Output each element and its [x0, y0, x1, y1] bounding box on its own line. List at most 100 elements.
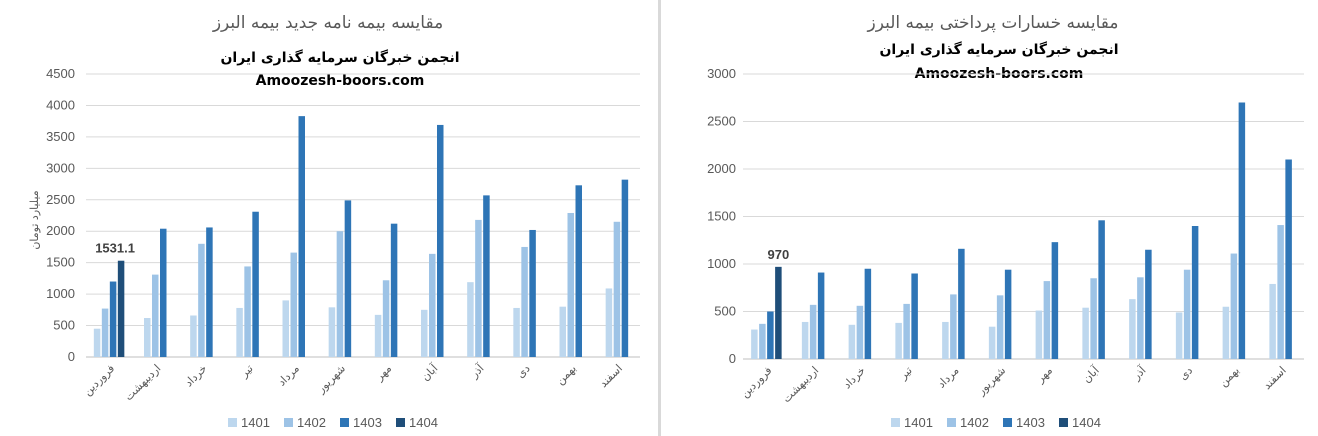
- legend-label: 1402: [960, 415, 989, 430]
- x-category-label: مرداد: [275, 362, 302, 389]
- bar-1401: [801, 321, 809, 359]
- bar-1403: [437, 124, 444, 357]
- bar-1402: [809, 304, 817, 359]
- x-category-label: شهریور: [974, 364, 1008, 398]
- bar-1401: [1269, 283, 1276, 359]
- bar-1401: [895, 322, 902, 359]
- x-category-label: تیر: [896, 364, 915, 383]
- x-category-label: آذر: [1128, 363, 1149, 384]
- legend: 1401 1402 1403 1404: [891, 415, 1101, 430]
- bar-1403: [390, 223, 398, 357]
- bar-1403: [206, 227, 213, 357]
- bar-1402: [521, 246, 528, 357]
- y-tick-label: 3500: [46, 129, 75, 144]
- chart-svg-claims-paid: مقایسه خسارات پرداختی بیمه البرز انجمن خ…: [707, 13, 1304, 430]
- data-labels: 1531.1: [95, 241, 135, 256]
- x-category-label: بهمن: [554, 362, 579, 387]
- bar-1403: [817, 272, 825, 359]
- bar-1402: [856, 305, 864, 359]
- bar-1403: [1145, 249, 1152, 359]
- x-category-label: فروردین: [81, 362, 117, 398]
- bar-1404: [117, 260, 125, 357]
- legend-label: 1402: [297, 415, 326, 430]
- bar-1403: [1004, 269, 1012, 359]
- bar-1402: [903, 303, 910, 359]
- chart-subtitle: انجمن خبرگان سرمایه گذاری ایران: [879, 41, 1118, 58]
- chart-panel-new-policies: مقایسه بیمه نامه جدید بیمه البرز انجمن خ…: [0, 0, 658, 436]
- y-tick-label: 2500: [707, 114, 736, 129]
- bar-1403: [958, 248, 965, 359]
- bar-1402: [1137, 277, 1144, 359]
- y-tick-label: 3000: [46, 160, 75, 175]
- chart-subtitle: انجمن خبرگان سرمایه گذاری ایران: [220, 49, 459, 66]
- data-label: 1531.1: [95, 241, 135, 256]
- legend-label: 1404: [1072, 415, 1101, 430]
- y-tick-label: 500: [714, 304, 736, 319]
- bar-1401: [1082, 307, 1089, 359]
- chart-svg-new-policies: مقایسه بیمه نامه جدید بیمه البرز انجمن خ…: [28, 13, 640, 430]
- bar-1403: [1098, 220, 1105, 359]
- bar-1402: [950, 294, 957, 359]
- bar-1403: [1238, 102, 1246, 359]
- bar-1402: [759, 323, 766, 359]
- bar-1402: [336, 231, 344, 357]
- chart-panel-claims-paid: مقایسه خسارات پرداختی بیمه البرز انجمن خ…: [661, 0, 1318, 436]
- legend-label: 1401: [904, 415, 933, 430]
- x-category-label: اسفند: [1261, 364, 1289, 392]
- bar-1402: [475, 219, 482, 357]
- bar-1402: [198, 243, 205, 357]
- bar-1401: [559, 306, 566, 357]
- y-tick-label: 2000: [707, 161, 736, 176]
- y-tick-label: 4500: [46, 66, 75, 81]
- bar-1403: [298, 116, 305, 357]
- bar-1402: [567, 212, 574, 357]
- x-category-label: مهر: [1033, 364, 1055, 386]
- legend-label: 1403: [353, 415, 382, 430]
- bars: [751, 102, 1292, 359]
- bar-1401: [1035, 310, 1043, 359]
- x-category-label: مرداد: [935, 364, 962, 391]
- bar-1401: [848, 324, 856, 359]
- bar-1401: [605, 288, 613, 357]
- y-tick-label: 2000: [46, 223, 75, 238]
- bar-1401: [144, 318, 151, 357]
- bar-1403: [344, 200, 352, 357]
- x-category-label: اردیبهشت: [122, 362, 163, 403]
- x-category-label: بهمن: [1217, 364, 1242, 389]
- bar-1402: [290, 252, 297, 357]
- bar-1403: [911, 273, 918, 359]
- bar-1401: [282, 300, 289, 357]
- bar-1402: [613, 221, 621, 357]
- x-category-label: خرداد: [182, 362, 209, 389]
- y-tick-label: 0: [68, 349, 75, 364]
- legend-swatch-1402: [284, 418, 293, 427]
- x-category-label: آذر: [467, 361, 488, 382]
- bar-1401: [988, 326, 996, 359]
- y-tick-label: 1000: [707, 256, 736, 271]
- bar-1401: [942, 321, 949, 359]
- bar-1402: [1183, 269, 1191, 359]
- bar-1401: [467, 282, 474, 357]
- y-tick-label: 1500: [707, 209, 736, 224]
- legend-swatch-1404: [396, 418, 405, 427]
- x-category-label: خرداد: [841, 364, 868, 391]
- data-label: 970: [768, 247, 790, 262]
- bar-1404: [775, 266, 782, 359]
- bar-1402: [429, 253, 436, 357]
- bar-1401: [374, 314, 382, 357]
- y-axis-ticks: 0 500 1000 1500 2000 2500 3000 3500 4000 4500: [46, 66, 640, 364]
- x-category-label: اردیبهشت: [780, 364, 821, 405]
- bar-1402: [244, 266, 251, 357]
- legend-swatch-1401: [228, 418, 237, 427]
- y-tick-label: 4000: [46, 97, 75, 112]
- y-tick-label: 1500: [46, 255, 75, 270]
- bar-1403: [575, 185, 582, 357]
- bar-1403: [621, 179, 629, 357]
- bar-1403: [529, 229, 536, 357]
- y-tick-label: 0: [729, 351, 736, 366]
- x-category-label: آبان: [418, 361, 441, 384]
- bar-1402: [152, 274, 159, 357]
- x-category-label: آبان: [1079, 363, 1102, 386]
- bar-1403: [1191, 226, 1199, 359]
- legend-label: 1403: [1016, 415, 1045, 430]
